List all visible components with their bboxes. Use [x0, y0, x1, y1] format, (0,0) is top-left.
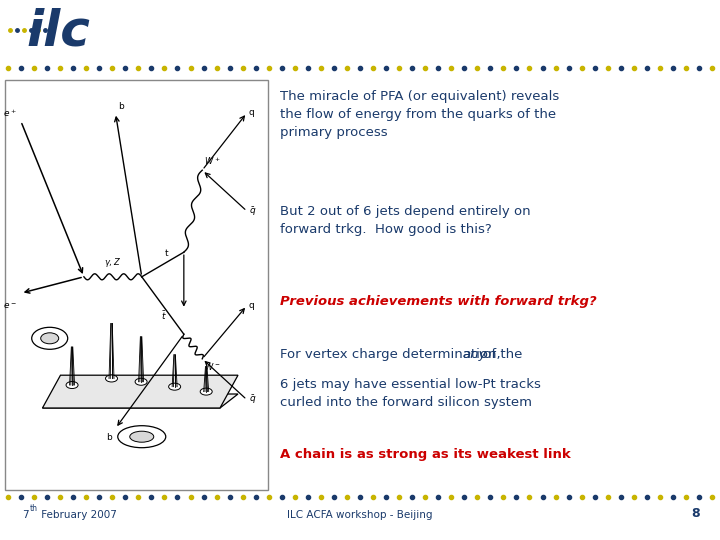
- Text: 7: 7: [22, 510, 29, 520]
- Text: th: th: [30, 504, 38, 513]
- Text: $\gamma, Z$: $\gamma, Z$: [104, 256, 122, 269]
- Text: of the: of the: [479, 348, 522, 361]
- Text: $W^+$: $W^+$: [204, 156, 221, 167]
- Ellipse shape: [66, 382, 78, 389]
- Text: $W^-$: $W^-$: [204, 361, 220, 372]
- Text: b: b: [106, 433, 112, 442]
- Text: $\bar{t}$: $\bar{t}$: [161, 309, 166, 322]
- Text: 8: 8: [691, 507, 700, 520]
- Ellipse shape: [106, 375, 117, 382]
- Text: Previous achievements with forward trkg?: Previous achievements with forward trkg?: [280, 295, 597, 308]
- Text: But 2 out of 6 jets depend entirely on
forward trkg.  How good is this?: But 2 out of 6 jets depend entirely on f…: [280, 205, 531, 236]
- Text: 6 jets may have essential low-Pt tracks
curled into the forward silicon system: 6 jets may have essential low-Pt tracks …: [280, 378, 541, 409]
- Text: The miracle of PFA (or equivalent) reveals
the flow of energy from the quarks of: The miracle of PFA (or equivalent) revea…: [280, 90, 559, 139]
- Text: February 2007: February 2007: [38, 510, 117, 520]
- Bar: [5, 80, 268, 490]
- Text: ILC ACFA workshop - Beijing: ILC ACFA workshop - Beijing: [287, 510, 433, 520]
- Text: q: q: [249, 109, 255, 117]
- Text: $\bar{q}$: $\bar{q}$: [249, 205, 256, 218]
- Text: ilc: ilc: [26, 7, 90, 55]
- Polygon shape: [42, 375, 238, 408]
- Text: q: q: [249, 301, 255, 310]
- Text: t: t: [165, 249, 168, 259]
- Ellipse shape: [135, 378, 147, 385]
- Polygon shape: [42, 394, 238, 408]
- Ellipse shape: [41, 333, 59, 344]
- Text: $\bar{q}$: $\bar{q}$: [249, 393, 256, 406]
- Ellipse shape: [168, 383, 181, 390]
- Ellipse shape: [200, 388, 212, 395]
- Ellipse shape: [118, 426, 166, 448]
- Text: $e^-$: $e^-$: [3, 301, 17, 311]
- Ellipse shape: [32, 327, 68, 349]
- Ellipse shape: [130, 431, 154, 442]
- Text: $e^+$: $e^+$: [3, 107, 17, 119]
- Text: any: any: [462, 348, 487, 361]
- Text: A chain is as strong as its weakest link: A chain is as strong as its weakest link: [280, 448, 571, 461]
- Text: For vertex charge determination,: For vertex charge determination,: [280, 348, 505, 361]
- Text: b: b: [119, 102, 125, 111]
